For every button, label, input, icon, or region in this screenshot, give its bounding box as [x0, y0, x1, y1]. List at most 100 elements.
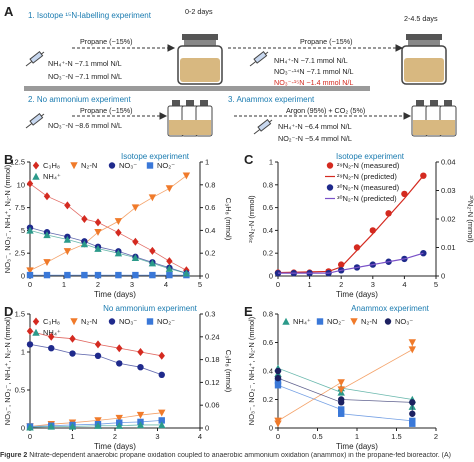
duration-label: 2-4.5 days	[404, 14, 438, 23]
y-tick-label: 1	[269, 158, 273, 167]
y2-tick-label: 0.04	[441, 158, 456, 167]
data-point	[166, 271, 173, 279]
panel-label-e: E	[244, 304, 253, 319]
legend-label: NH₄⁺	[43, 328, 61, 337]
y-tick-label: 0	[21, 424, 25, 433]
data-point	[409, 399, 416, 406]
data-point	[274, 417, 282, 425]
figure-caption: Figure 2 Nitrate-dependent anaerobic pro…	[0, 452, 474, 459]
y2-tick-label: 0.2	[205, 249, 215, 258]
legend-item: NH₄⁺	[282, 317, 311, 326]
x-tick-label: 4	[198, 432, 202, 441]
duration-label: 0-2 days	[185, 7, 213, 16]
y2-tick-label: 0.6	[205, 203, 215, 212]
x-tick-label: 1.5	[391, 432, 401, 441]
data-point	[165, 185, 174, 193]
legend-label: N₂-N	[81, 161, 97, 170]
chart-title: Isotope experiment	[336, 152, 405, 161]
data-point	[401, 190, 408, 198]
data-point	[81, 215, 88, 223]
data-point	[369, 227, 376, 234]
legend-label: N₂-N	[361, 317, 377, 326]
y-axis-label: NO₃⁻, NO₂⁻, NH₄⁺, N₂-N (mmol)	[3, 316, 12, 425]
data-point	[26, 341, 34, 348]
ammonium-label: NH₄⁺-N ~7.1 mmol N/L	[48, 59, 122, 68]
serum-bottles-icon	[167, 100, 213, 137]
legend-label: ³⁰N₂-N (measured)	[337, 183, 400, 192]
legend-item: ³⁰N₂-N (predicted)	[325, 194, 397, 203]
data-point	[26, 327, 34, 336]
data-point	[114, 218, 123, 225]
x-tick-label: 2	[113, 432, 117, 441]
data-point	[136, 411, 145, 419]
legend-item: N₂-N	[70, 161, 97, 170]
x-axis-label: Time (days)	[94, 442, 136, 451]
y2-tick-label: 0	[205, 424, 209, 433]
legend-swatch	[108, 162, 116, 169]
data-point	[43, 259, 51, 267]
legend-item: C₃H₈	[32, 161, 60, 170]
data-point	[94, 218, 102, 227]
series-trend-line	[277, 371, 413, 414]
x-axis-label: Time (days)	[336, 290, 378, 299]
x-tick-label: 1	[308, 280, 312, 289]
legend-swatch	[282, 317, 290, 325]
data-point	[47, 422, 55, 430]
data-point	[26, 271, 34, 279]
x-tick-label: 3	[130, 280, 134, 289]
y2-axis-label: C₃H₈ (mmol)	[224, 350, 233, 393]
data-point	[115, 422, 123, 429]
propane-label: Propane (~15%)	[300, 37, 353, 46]
panel-label-b: B	[4, 152, 14, 167]
flow-arrow	[234, 112, 412, 120]
legend-label: NH₄⁺	[43, 172, 61, 181]
legend-item: NO₂⁻	[146, 317, 175, 326]
legend-label: ²⁹N₂-N (measured)	[337, 161, 400, 170]
data-point	[409, 410, 416, 417]
data-point	[337, 386, 345, 394]
legend-swatch	[32, 328, 40, 336]
y2-tick-label: 0.8	[205, 180, 215, 189]
x-tick-label: 4	[164, 280, 168, 289]
y-tick-label: 0	[269, 424, 273, 433]
y2-tick-label: 0.18	[205, 355, 220, 364]
data-point	[116, 344, 123, 353]
data-point	[94, 352, 102, 359]
legend-label: NH₄⁺	[293, 317, 311, 326]
data-point	[94, 417, 102, 425]
data-point	[48, 332, 55, 341]
legend-item: NH₄⁺	[32, 328, 61, 337]
series-³⁰N₂-N (predicted)	[278, 252, 424, 274]
series-trend-line	[29, 230, 187, 274]
legend-label: ³⁰N₂-N (predicted)	[337, 194, 397, 203]
legend-swatch	[326, 184, 334, 191]
propane-label: Propane (~15%)	[80, 106, 133, 115]
y-tick-label: 7.5	[15, 203, 25, 212]
legend-item: NO₃⁻	[108, 317, 137, 326]
nitrite-label: NO₂⁻-N ~5.4 mmol N/L	[278, 134, 352, 143]
data-point	[337, 379, 345, 387]
y-tick-label: 2.5	[15, 249, 25, 258]
legend-label: C₃H₈	[43, 317, 60, 326]
legend-label: NO₂⁻	[327, 317, 345, 326]
y-tick-label: 1.5	[15, 310, 25, 319]
caption-text: Nitrate-dependent anaerobic propane oxid…	[29, 452, 451, 459]
legend-swatch	[32, 172, 40, 180]
data-point	[26, 423, 34, 431]
y2-tick-label: 0.24	[205, 332, 220, 341]
x-axis-label: Time (days)	[94, 290, 136, 299]
data-point	[116, 360, 123, 367]
data-point	[182, 269, 191, 277]
syringe-icon	[25, 113, 45, 129]
legend-swatch	[108, 318, 116, 325]
legend-swatch	[32, 317, 40, 326]
x-tick-label: 2	[339, 280, 343, 289]
section-divider	[24, 86, 370, 91]
x-tick-label: 2	[96, 280, 100, 289]
flow-arrow	[228, 44, 404, 52]
data-point	[274, 382, 282, 389]
panel-a-schematic	[24, 34, 457, 137]
legend-label: NO₃⁻	[119, 161, 137, 170]
y-axis-label: ²⁹N₂-N (mmol)	[247, 195, 256, 243]
data-point	[158, 417, 165, 424]
